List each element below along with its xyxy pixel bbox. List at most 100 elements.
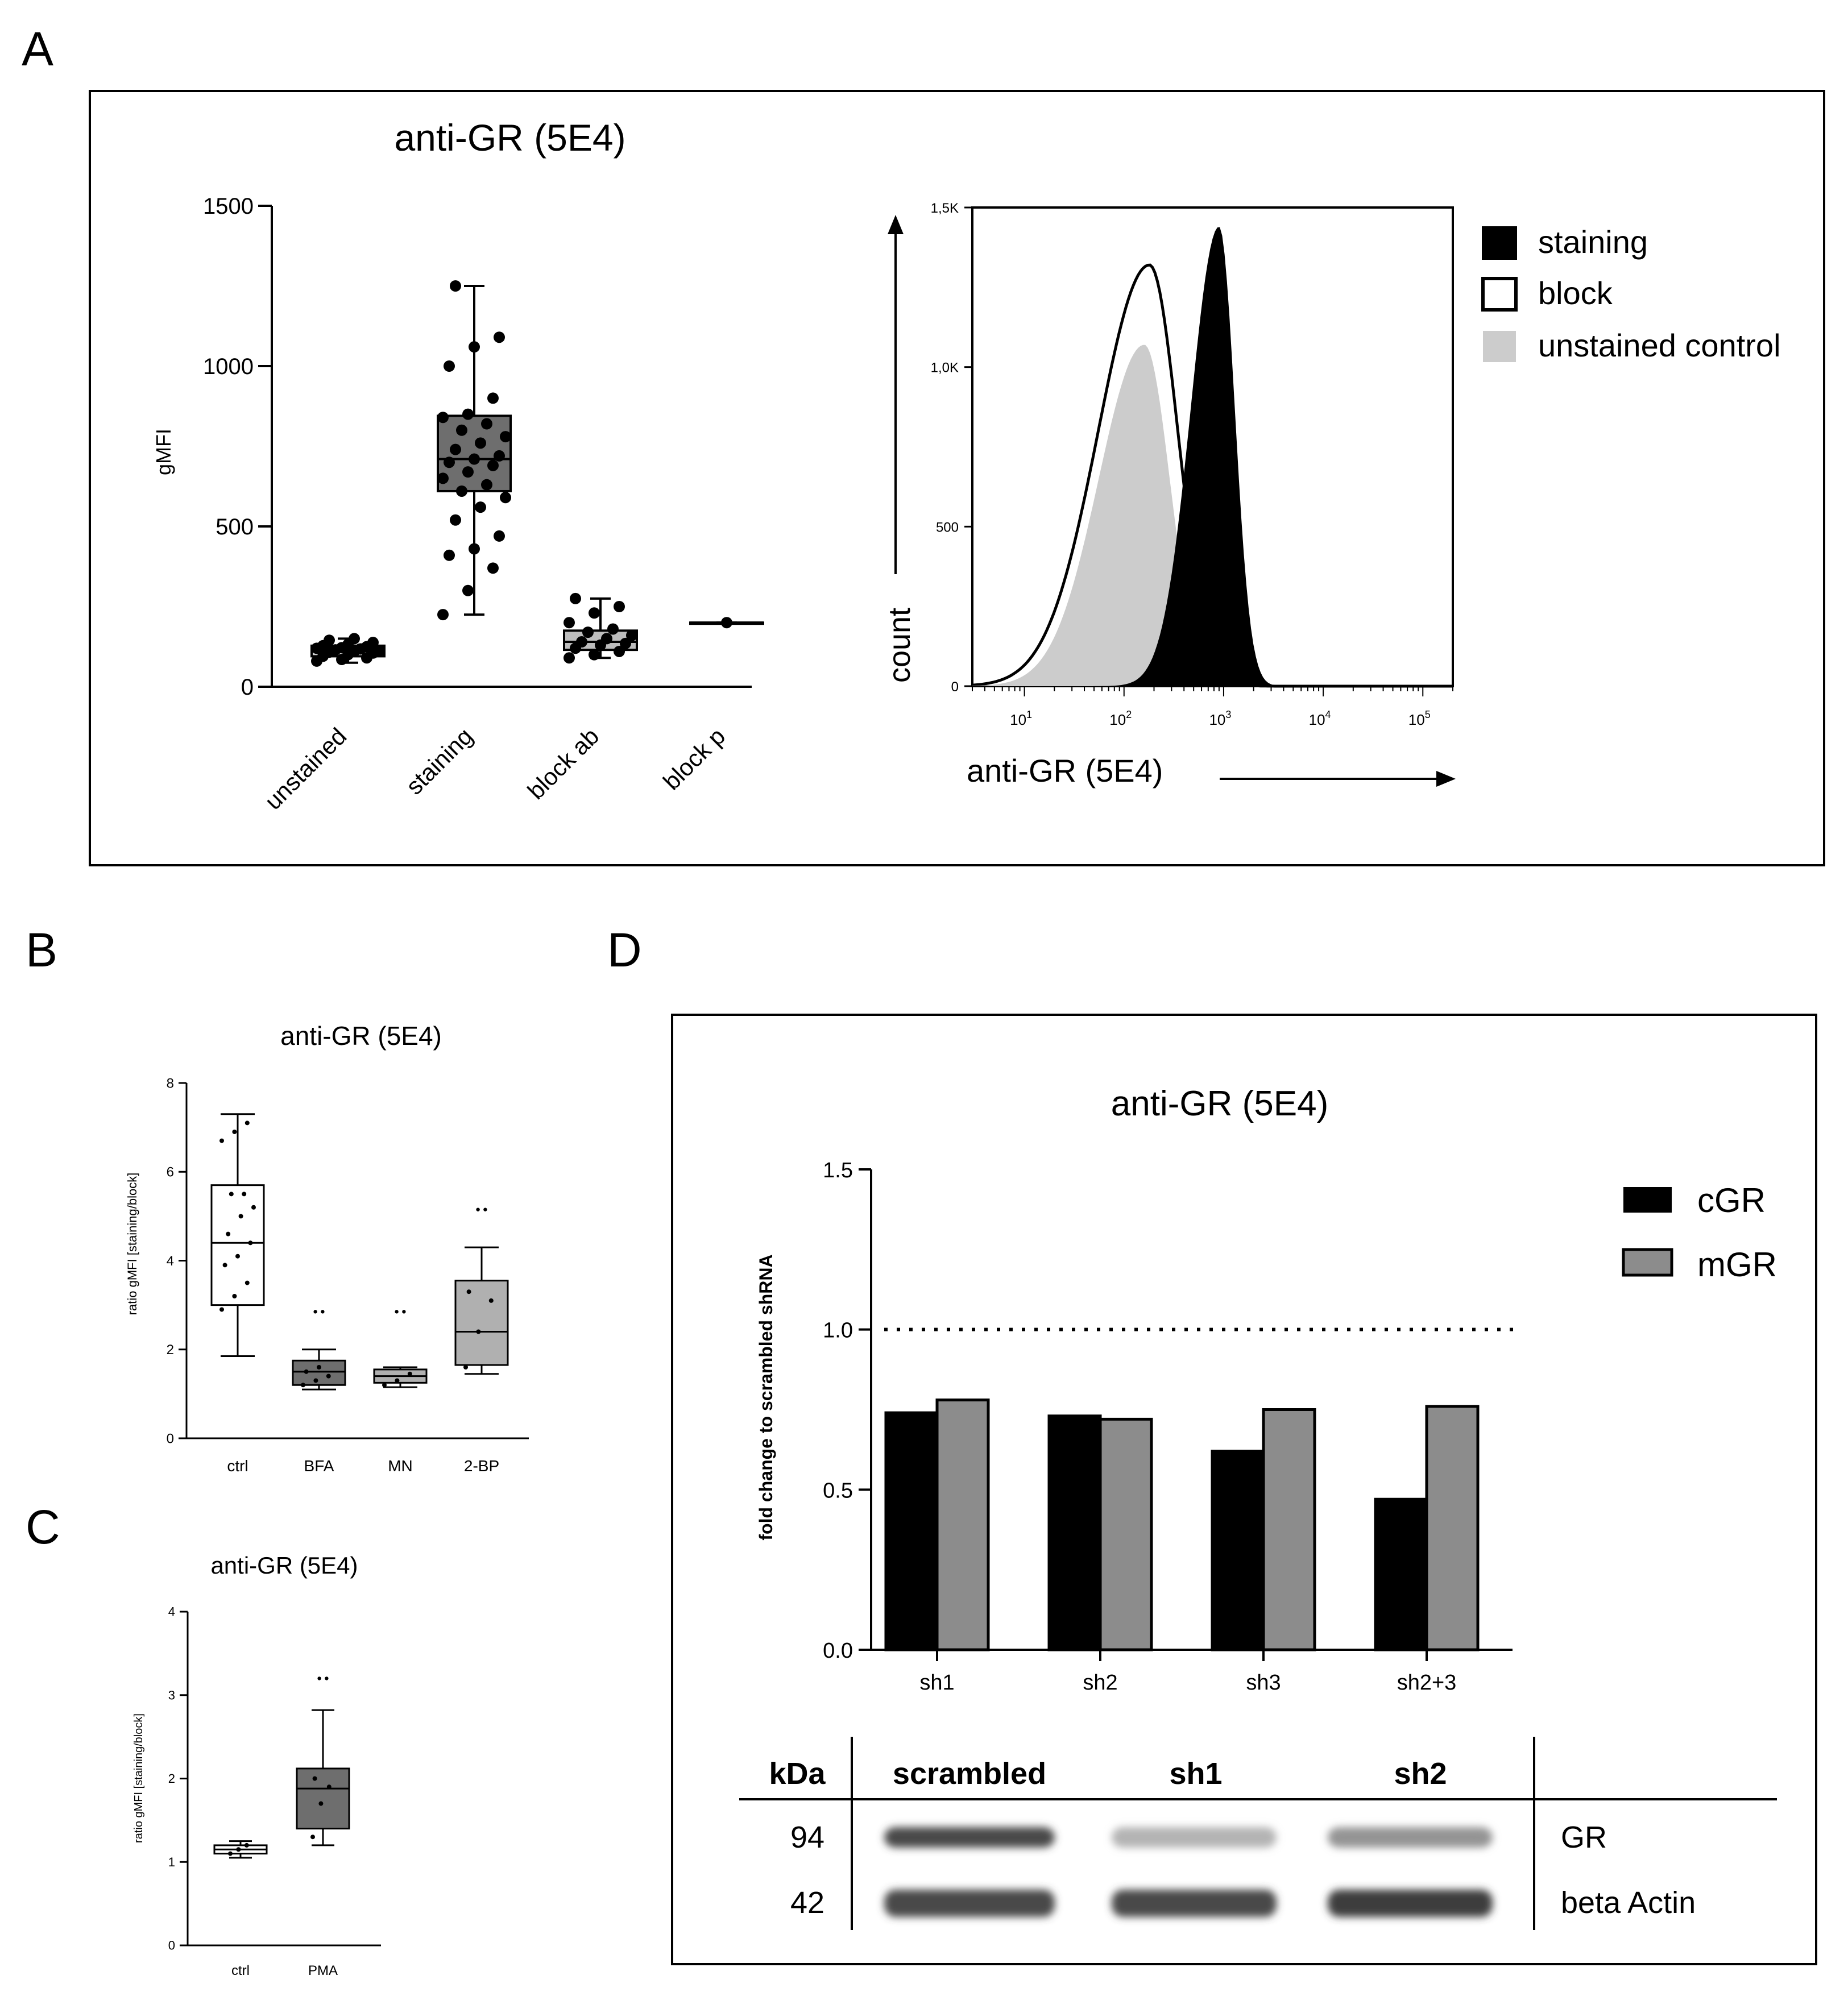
blot-band-gr <box>884 1827 1055 1848</box>
data-point <box>450 280 461 292</box>
y-tick-label: 500 <box>216 514 254 540</box>
data-point <box>444 457 455 468</box>
data-point <box>500 431 511 443</box>
blot-header-kda: kDa <box>769 1757 826 1791</box>
bar-mgr <box>935 1398 990 1651</box>
chart-a2-xlabel: anti-GR (5E4) <box>967 753 1163 789</box>
count-axis-arrow-head <box>888 215 904 234</box>
x-tick-label: MN <box>388 1457 413 1475</box>
blot-lane-label: scrambled <box>893 1757 1046 1791</box>
histogram-curve-unstained <box>972 345 1453 686</box>
y-tick-label: 8 <box>167 1076 174 1091</box>
box <box>292 1359 346 1386</box>
legend-label-staining: staining <box>1538 224 1648 260</box>
x-tick-label: 104 <box>1309 709 1331 728</box>
outlier-point <box>321 1310 325 1314</box>
data-point <box>481 479 492 491</box>
chart-a1-title: anti-GR (5E4) <box>394 117 625 159</box>
data-point <box>582 626 594 638</box>
y-tick-label: 1 <box>168 1855 175 1869</box>
data-point <box>444 360 455 372</box>
panel-label-b: B <box>26 923 57 977</box>
data-point <box>312 1776 317 1781</box>
y-tick-label: 0 <box>168 1939 175 1953</box>
outlier-point <box>476 1207 480 1211</box>
x-tick-label: staining <box>401 723 478 800</box>
panel-label-a: A <box>22 22 53 76</box>
data-point <box>367 637 379 649</box>
chart-a2-legend: staining block unstained control <box>1481 224 1781 363</box>
x-tick-label: sh3 <box>1246 1671 1281 1695</box>
data-point <box>318 1801 324 1806</box>
blot-lane-label: sh1 <box>1169 1757 1222 1791</box>
x-tick-label: 101 <box>1010 709 1032 728</box>
data-point <box>500 492 511 504</box>
data-point <box>235 1254 240 1259</box>
y-tick-label: 0.0 <box>823 1639 853 1663</box>
x-tick-label: ctrl <box>231 1963 250 1978</box>
outlier-point <box>317 1676 321 1680</box>
chart-a1: anti-GR (5E4) gMFI 0 500 1000 1500 unstaine… <box>152 117 764 815</box>
data-point <box>475 501 486 513</box>
data-point <box>326 1373 331 1379</box>
y-tick-label: 1.5 <box>823 1159 853 1182</box>
chart-a2: 0 500 1,0K 1,5K 101 102 103 104 105 count anti-… <box>882 201 1781 789</box>
panel-label-d: D <box>607 923 642 977</box>
data-point <box>626 629 637 641</box>
bar-cgr <box>884 1411 939 1651</box>
legend-label-block: block <box>1538 275 1613 311</box>
data-point <box>466 1289 471 1294</box>
data-point <box>238 1214 243 1219</box>
data-point <box>245 1280 250 1285</box>
data-point <box>301 1383 305 1388</box>
blot-band-actin <box>1112 1890 1277 1917</box>
outlier-point <box>483 1207 487 1211</box>
data-point <box>469 543 480 555</box>
data-point <box>601 633 612 645</box>
box <box>210 1184 265 1306</box>
bar-cgr <box>1211 1450 1265 1651</box>
x-axis-arrow-head <box>1436 771 1456 787</box>
bar-cgr <box>1047 1414 1102 1651</box>
data-point <box>620 637 631 649</box>
x-tick-label: BFA <box>304 1457 334 1475</box>
bar-mgr <box>1262 1408 1316 1651</box>
outlier-point <box>325 1676 329 1680</box>
data-point <box>437 412 449 424</box>
data-point <box>614 645 625 657</box>
legend-swatch-block <box>1481 277 1518 312</box>
y-tick-label: 1,0K <box>931 360 959 376</box>
outlier-point <box>395 1310 399 1314</box>
blot-band-actin <box>884 1890 1055 1917</box>
data-point <box>395 1378 400 1383</box>
x-tick-label: unstained <box>259 723 351 815</box>
legend-swatch-staining <box>1482 226 1517 260</box>
chart-c-title: anti-GR (5E4) <box>210 1552 358 1579</box>
data-point <box>349 633 360 645</box>
x-tick-label: sh1 <box>919 1671 954 1695</box>
y-tick-label: 0 <box>951 679 959 695</box>
data-point <box>407 1371 412 1376</box>
western-blot: kDa scrambled sh1 sh2 94 42 GR beta Acti… <box>739 1737 1777 1930</box>
y-tick-label: 2 <box>168 1771 175 1786</box>
data-point <box>324 634 335 646</box>
data-point <box>456 424 467 436</box>
y-tick-label: 2 <box>167 1342 174 1358</box>
data-point <box>494 530 505 542</box>
x-tick-label: ctrl <box>227 1457 248 1475</box>
data-point <box>244 1842 249 1848</box>
data-point <box>450 443 461 455</box>
bar-mgr <box>1099 1417 1153 1651</box>
chart-b: anti-GR (5E4) ratio gMFI [staining/block… <box>125 1021 529 1475</box>
data-point <box>317 1365 321 1370</box>
y-tick-label: 6 <box>167 1165 174 1180</box>
chart-c-ylabel: ratio gMFI [staining/block] <box>132 1713 145 1843</box>
panel-a-frame <box>89 90 1825 866</box>
y-tick-label: 1000 <box>203 354 254 379</box>
legend-label-mgr: mGR <box>1697 1246 1777 1284</box>
data-point <box>576 636 587 648</box>
data-point <box>721 617 732 629</box>
chart-b-title: anti-GR (5E4) <box>280 1021 442 1051</box>
x-tick-label: sh2+3 <box>1397 1671 1457 1695</box>
chart-a2-ylabel: count <box>882 608 917 683</box>
